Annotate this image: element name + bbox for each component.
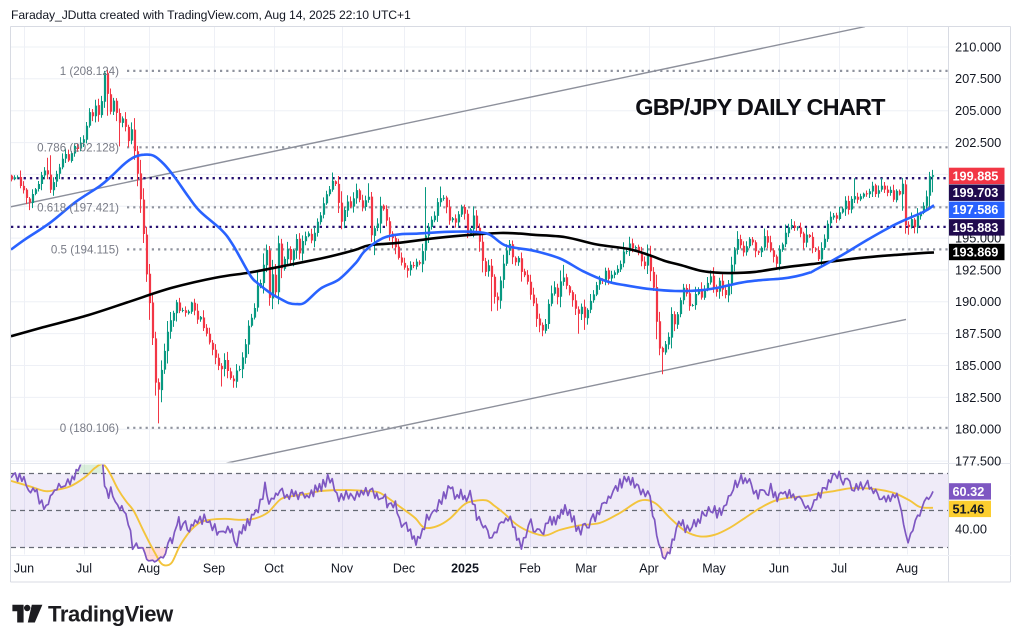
svg-text:177.500: 177.500	[955, 453, 1001, 468]
svg-text:Nov: Nov	[331, 562, 354, 576]
svg-text:0.5 (194.115): 0.5 (194.115)	[51, 244, 119, 257]
svg-text:Jul: Jul	[76, 562, 92, 576]
svg-text:40.00: 40.00	[955, 521, 987, 536]
svg-text:182.500: 182.500	[955, 390, 1001, 405]
svg-text:192.500: 192.500	[955, 262, 1001, 277]
svg-text:Aug: Aug	[138, 562, 160, 576]
svg-text:210.000: 210.000	[955, 39, 1001, 54]
svg-text:185.000: 185.000	[955, 358, 1001, 373]
svg-text:0 (180.106): 0 (180.106)	[60, 422, 119, 435]
svg-text:60.32: 60.32	[953, 485, 985, 499]
svg-text:190.000: 190.000	[955, 294, 1001, 309]
svg-text:May: May	[702, 562, 726, 576]
svg-text:180.000: 180.000	[955, 422, 1001, 437]
svg-text:Jul: Jul	[831, 562, 847, 576]
svg-text:199.703: 199.703	[953, 186, 999, 200]
svg-text:195.883: 195.883	[953, 221, 999, 235]
svg-text:Faraday_JDutta created with Tr: Faraday_JDutta created with TradingView.…	[11, 8, 411, 22]
svg-text:Jun: Jun	[769, 562, 789, 576]
svg-text:GBP/JPY DAILY CHART: GBP/JPY DAILY CHART	[635, 94, 886, 120]
svg-text:0.618 (197.421): 0.618 (197.421)	[37, 202, 119, 215]
svg-text:TradingView: TradingView	[48, 602, 174, 627]
svg-text:Aug: Aug	[896, 562, 918, 576]
svg-text:Apr: Apr	[639, 562, 658, 576]
svg-text:1 (208.124): 1 (208.124)	[60, 65, 119, 78]
svg-text:Jun: Jun	[14, 562, 34, 576]
svg-text:205.000: 205.000	[955, 103, 1001, 118]
svg-text:Mar: Mar	[575, 562, 597, 576]
svg-text:207.500: 207.500	[955, 71, 1001, 86]
svg-text:187.500: 187.500	[955, 326, 1001, 341]
svg-text:Dec: Dec	[393, 562, 415, 576]
svg-text:199.885: 199.885	[953, 169, 999, 183]
svg-text:51.46: 51.46	[953, 502, 985, 516]
svg-text:0.786 (202.128): 0.786 (202.128)	[37, 142, 119, 155]
svg-text:202.500: 202.500	[955, 135, 1001, 150]
svg-text:193.869: 193.869	[953, 245, 999, 259]
svg-text:197.586: 197.586	[953, 203, 999, 217]
svg-text:Feb: Feb	[519, 562, 541, 576]
svg-text:Oct: Oct	[264, 562, 284, 576]
svg-text:Sep: Sep	[203, 562, 225, 576]
svg-text:2025: 2025	[451, 562, 479, 576]
